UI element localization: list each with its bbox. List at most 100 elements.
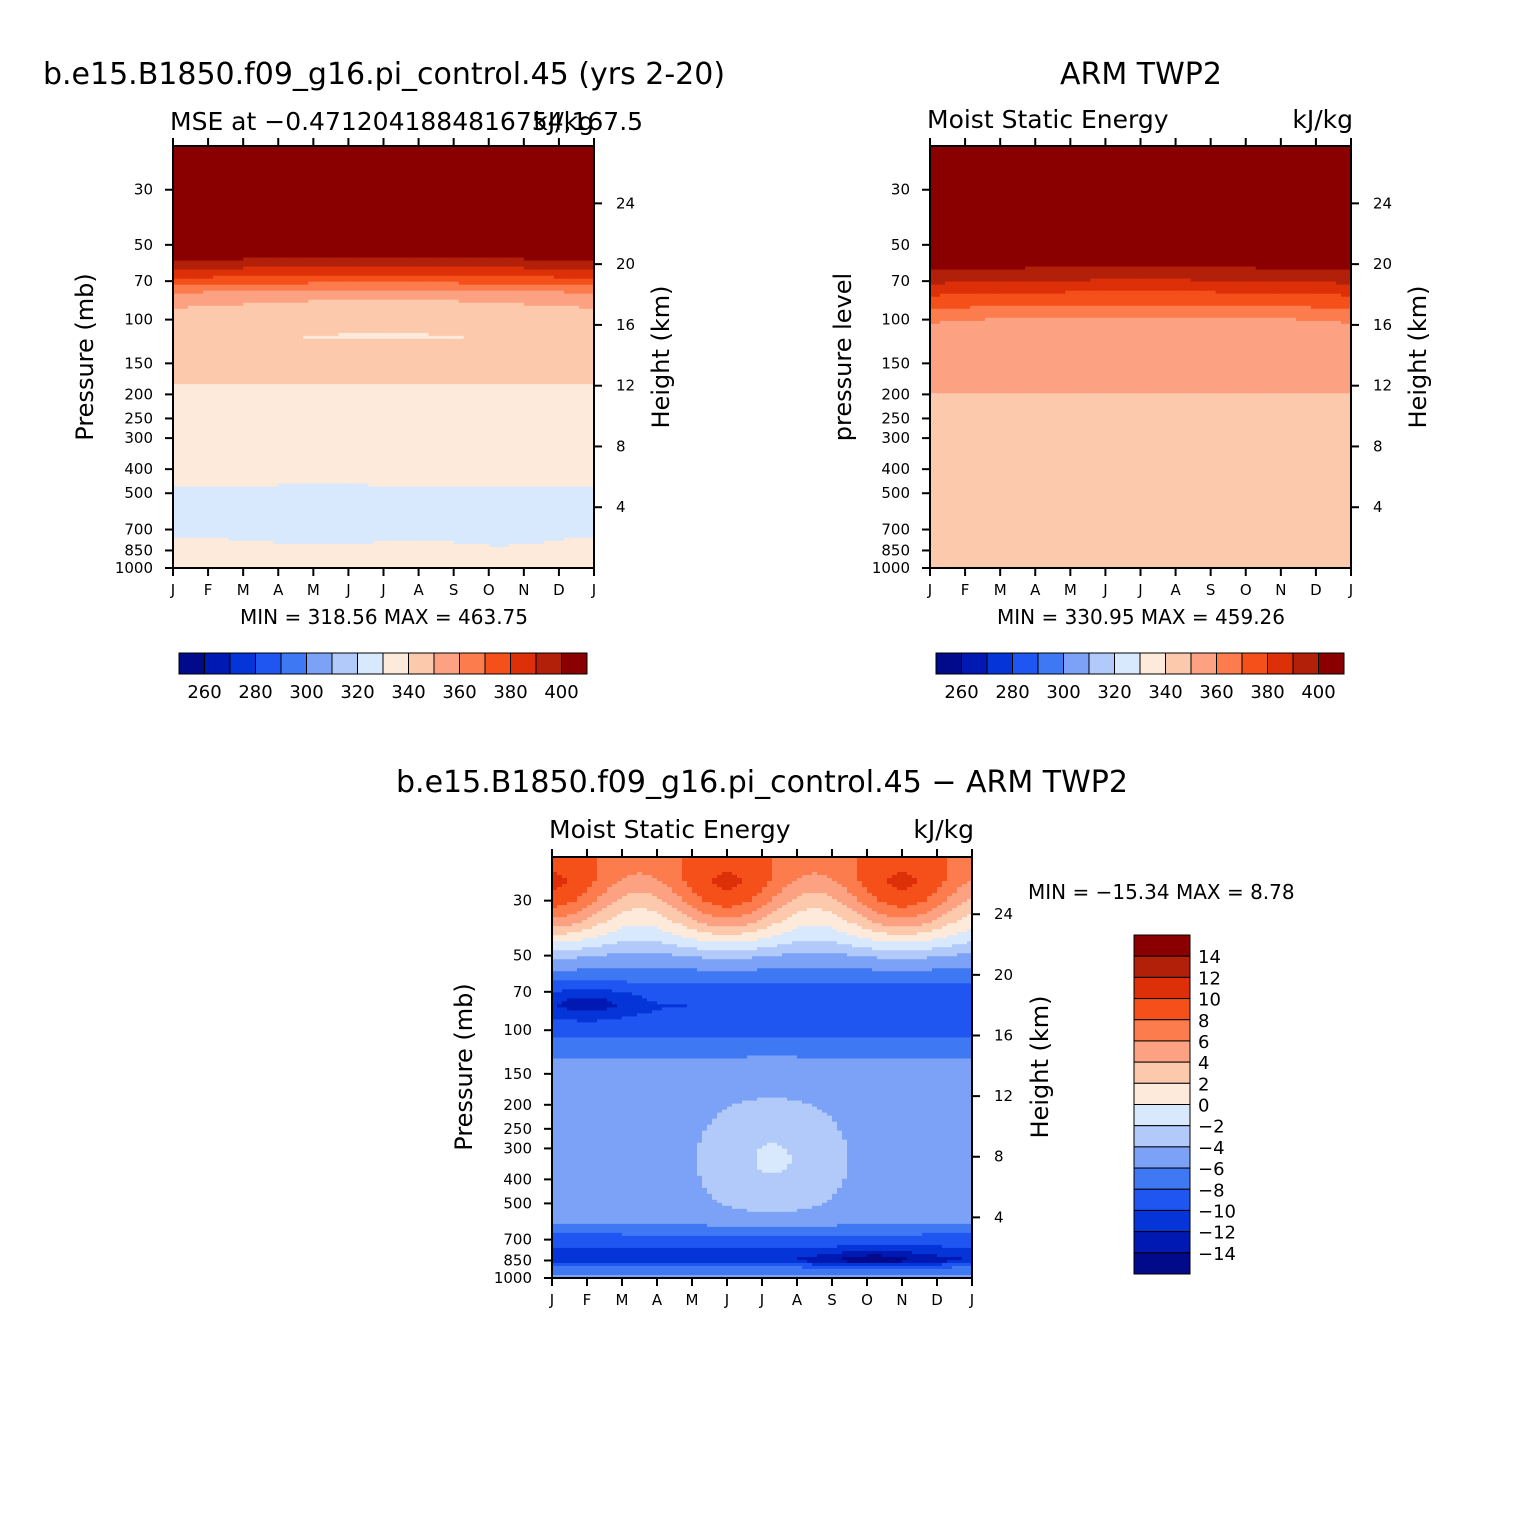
contour-cell: [947, 1268, 953, 1276]
contour-cell: [488, 266, 495, 277]
contour-cell: [807, 875, 813, 894]
contour-cell: [1160, 146, 1167, 268]
contour-cell: [842, 887, 848, 906]
contour-cell: [692, 1235, 698, 1249]
contour-cell: [1200, 305, 1207, 319]
contour-cell: [1145, 305, 1152, 319]
contour-cell: [528, 543, 535, 568]
contour-cell: [952, 923, 958, 936]
contour-cell: [1275, 293, 1282, 307]
contour-cell: [692, 920, 698, 930]
contour-cell: [847, 857, 853, 894]
contour-cell: [308, 338, 314, 385]
contour-cell: [313, 257, 319, 268]
contour-cell: [852, 983, 858, 1039]
contour-cell: [892, 941, 898, 951]
contour-cell: [887, 917, 893, 927]
contour-cell: [752, 1247, 758, 1264]
contour-cell: [253, 284, 259, 292]
contour-cell: [752, 1100, 758, 1213]
contour-cell: [697, 1235, 703, 1249]
contour-cell: [1135, 146, 1142, 268]
contour-cell: [827, 953, 833, 969]
contour-cell: [847, 1037, 853, 1060]
contour-cell: [980, 320, 986, 394]
contour-cell: [762, 1265, 768, 1276]
contour-cell: [1215, 281, 1222, 295]
contour-cell: [483, 384, 490, 488]
contour-cell: [752, 923, 758, 933]
contour-cell: [927, 857, 933, 897]
contour-cell: [328, 543, 334, 568]
contour-cell: [278, 275, 284, 286]
contour-cell: [283, 384, 289, 485]
contour-cell: [867, 857, 873, 894]
contour-cell: [832, 1274, 838, 1278]
contour-cell: [962, 1265, 968, 1276]
contour-cell: [697, 1037, 703, 1060]
contour-cell: [892, 1058, 898, 1225]
contour-cell: [1305, 281, 1312, 295]
contour-cell: [1110, 278, 1117, 292]
contour-cell: [308, 384, 314, 485]
contour-cell: [488, 284, 495, 292]
contour-cell: [722, 983, 728, 1039]
contour-cell: [1175, 305, 1182, 319]
contour-cell: [852, 1244, 858, 1252]
contour-cell: [1175, 317, 1182, 394]
contour-cell: [697, 857, 703, 897]
contour-cell: [902, 1223, 908, 1237]
contour-cell: [732, 971, 738, 984]
contour-cell: [817, 1247, 823, 1255]
contour-cell: [1120, 393, 1127, 568]
contour-cell: [822, 1058, 828, 1114]
contour-cell: [557, 971, 563, 981]
contour-cell: [503, 302, 510, 385]
contour-cell: [652, 857, 658, 879]
panel-subtitle-left: Moist Static Energy: [549, 815, 791, 844]
contour-cell: [1010, 293, 1016, 307]
contour-cell: [652, 1001, 658, 1011]
contour-cell: [995, 281, 1001, 295]
contour-cell: [198, 260, 204, 271]
contour-cell: [642, 1274, 648, 1278]
contour-cell: [443, 335, 450, 340]
contour-cell: [1280, 146, 1287, 271]
contour-cell: [637, 1013, 643, 1039]
contour-cell: [887, 857, 893, 879]
contour-cell: [697, 1142, 703, 1177]
contour-cell: [1185, 290, 1192, 307]
contour-cell: [752, 956, 758, 972]
contour-cell: [498, 302, 505, 385]
contour-cell: [173, 486, 179, 539]
contour-cell: [448, 540, 455, 568]
contour-cell: [712, 1262, 718, 1267]
contour-cell: [557, 1037, 563, 1060]
contour-cell: [553, 290, 560, 307]
contour-cell: [1250, 146, 1257, 268]
contour-cell: [1070, 317, 1076, 394]
contour-cell: [1135, 266, 1142, 280]
contour-cell: [955, 293, 961, 310]
contour-cell: [1190, 281, 1197, 292]
contour-cell: [393, 266, 400, 277]
contour-cell: [642, 893, 648, 909]
contour-cell: [867, 1244, 873, 1252]
contour-cell: [188, 146, 194, 262]
contour-cell: [1175, 146, 1182, 268]
y-tick-label: 250: [881, 409, 910, 427]
contour-cell: [907, 917, 913, 927]
contour-cell: [557, 1247, 563, 1264]
contour-cell: [1115, 305, 1122, 319]
contour-cell: [975, 293, 981, 307]
contour-cell: [218, 269, 224, 277]
contour-cell: [248, 284, 254, 292]
contour-cell: [752, 971, 758, 984]
contour-cell: [687, 1274, 693, 1278]
contour-cell: [1200, 281, 1207, 292]
contour-cell: [632, 1262, 638, 1267]
contour-cell: [927, 956, 933, 972]
contour-cell: [667, 944, 673, 954]
contour-cell: [995, 146, 1001, 271]
contour-cell: [907, 857, 913, 876]
